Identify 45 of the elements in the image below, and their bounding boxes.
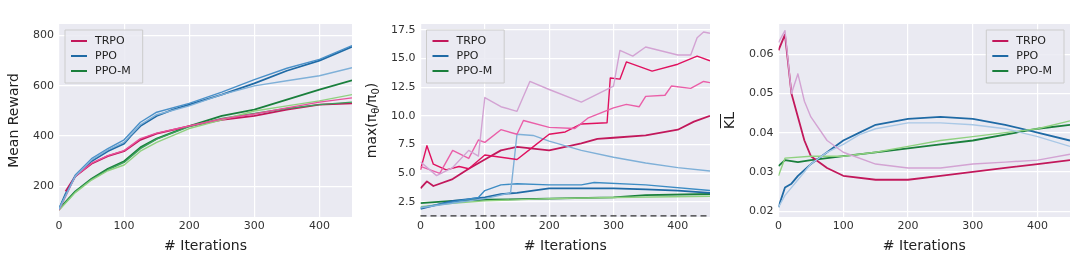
y-tick-label: 800: [33, 28, 54, 42]
x-tick-label: 200: [178, 219, 200, 233]
x-axis-title: # Iterations: [164, 237, 247, 254]
y-tick-label: 7.5: [397, 137, 416, 151]
y-tick-label: 10.0: [390, 108, 416, 122]
legend-label: TRPO: [455, 33, 487, 47]
x-tick-label: 200: [897, 219, 919, 233]
legend-label: PPO: [456, 48, 479, 62]
x-tick-label: 400: [667, 219, 689, 233]
y-tick-label: 0.04: [748, 125, 774, 139]
y-tick-label: 0.03: [748, 164, 774, 178]
legend-label: PPO-M: [1016, 63, 1053, 77]
y-tick-label: 200: [33, 179, 54, 193]
y-tick-label: 0.06: [748, 47, 774, 61]
x-tick-label: 100: [832, 219, 854, 233]
legend-label: PPO-M: [456, 63, 493, 77]
y-tick-label: 0.05: [748, 86, 774, 100]
x-tick-label: 400: [1027, 219, 1049, 233]
x-tick-label: 0: [416, 219, 424, 233]
legend-label: TRPO: [94, 33, 125, 47]
y-tick-label: 12.5: [390, 80, 416, 94]
x-tick-label: 100: [474, 219, 496, 233]
y-axis-title: Mean Reward: [4, 73, 21, 168]
x-tick-label: 400: [308, 219, 330, 233]
x-tick-label: 300: [603, 219, 624, 233]
legend-label: PPO-M: [95, 63, 131, 77]
y-tick-label: 600: [33, 78, 54, 92]
x-axis-title: # Iterations: [882, 237, 966, 254]
legend-label: PPO: [95, 48, 118, 62]
y-axis-title: K̅L̅: [720, 111, 737, 129]
y-tick-label: 17.5: [390, 22, 416, 36]
x-tick-label: 300: [962, 219, 984, 233]
y-tick-label: 2.5: [397, 194, 416, 208]
x-tick-label: 0: [774, 219, 782, 233]
y-tick-label: 400: [33, 128, 54, 142]
x-axis-title: # Iterations: [523, 237, 607, 254]
x-tick-label: 100: [113, 219, 135, 233]
x-tick-label: 200: [538, 219, 560, 233]
y-tick-label: 5.0: [397, 166, 416, 180]
legend-label: TRPO: [1015, 33, 1047, 47]
y-tick-label: 15.0: [390, 51, 416, 65]
y-tick-label: 0.02: [748, 203, 774, 217]
legend-label: PPO: [1016, 48, 1039, 62]
x-tick-label: 0: [55, 219, 63, 233]
x-tick-label: 300: [243, 219, 265, 233]
